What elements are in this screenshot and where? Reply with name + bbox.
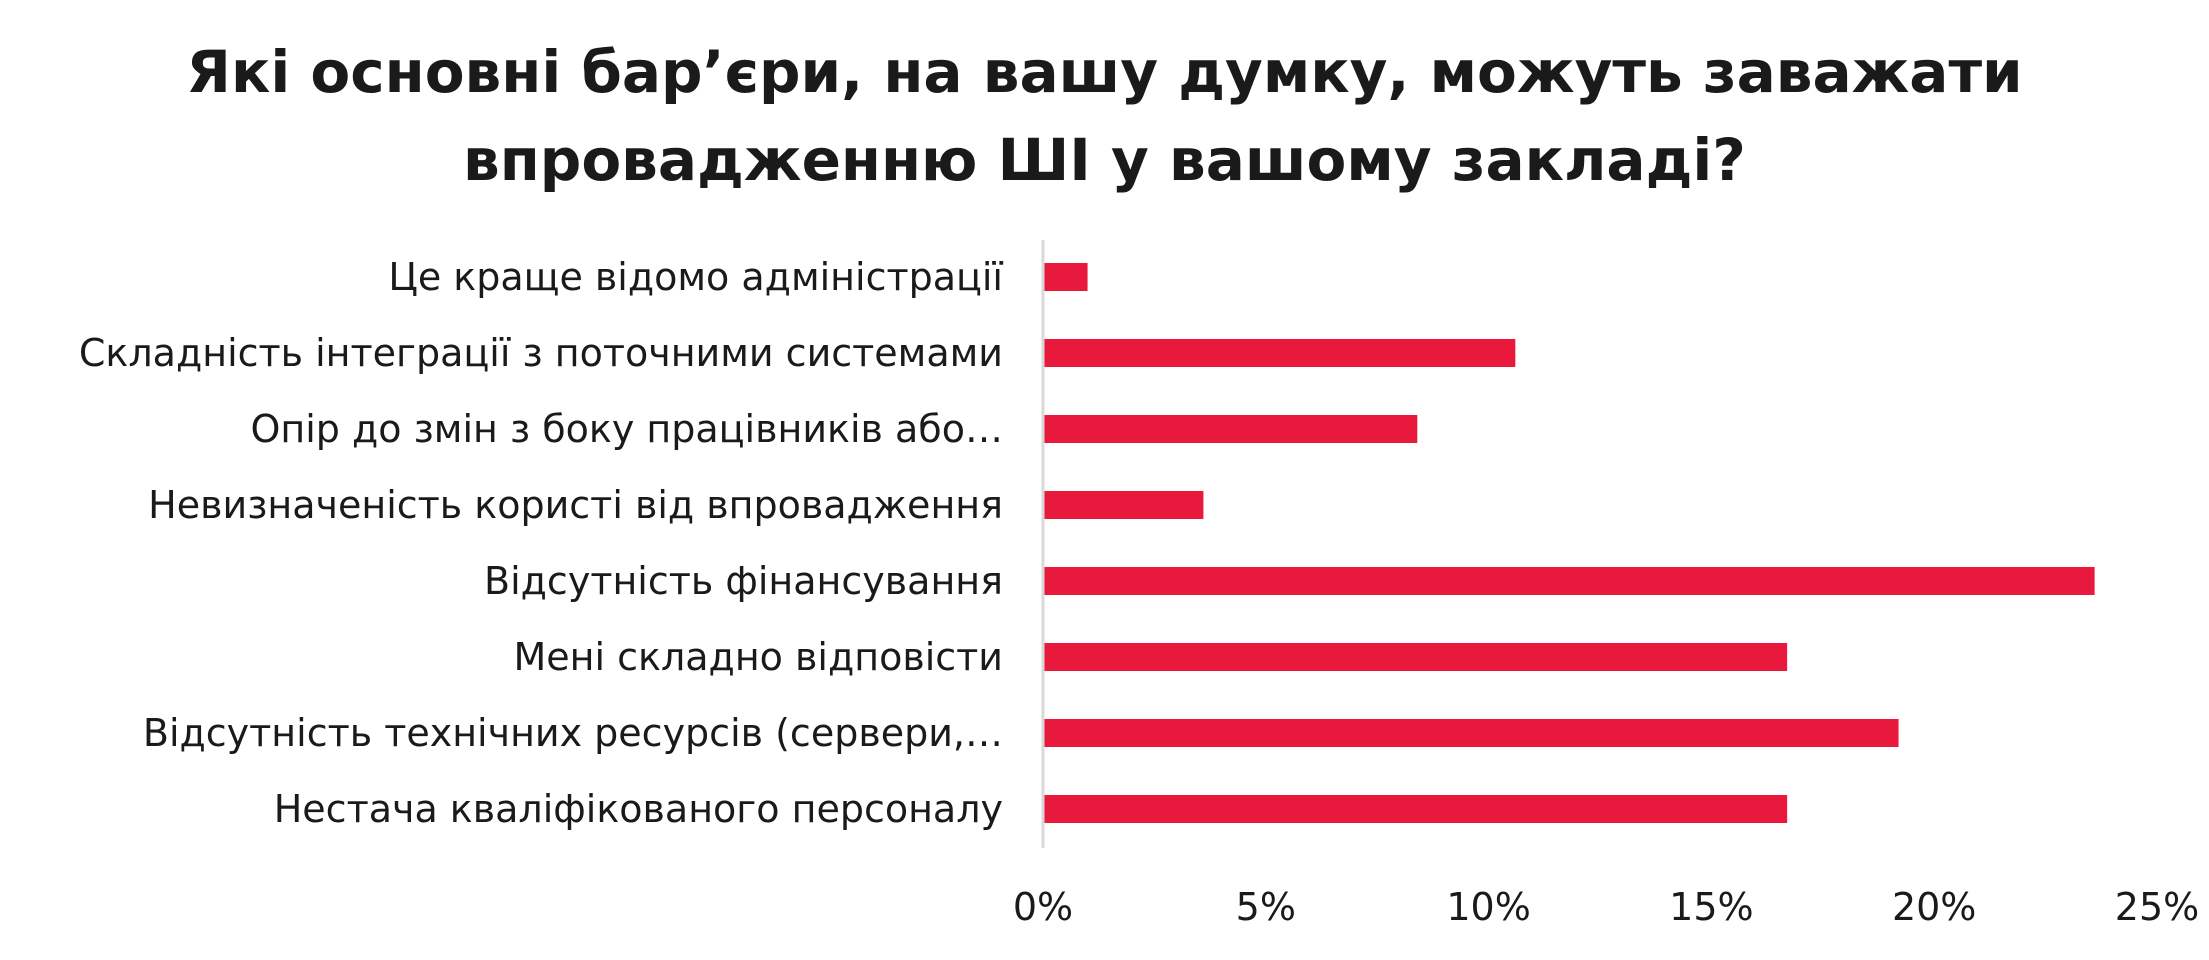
x-tick-label-3: 10%	[1446, 885, 1530, 929]
category-label-4: Невизначеність користі від впровадження	[148, 483, 1003, 527]
bars-group	[1043, 263, 2095, 823]
bar-8	[1043, 795, 1788, 823]
bar-1	[1043, 263, 1088, 291]
chart-title: Які основні бар’єри, на вашу думку, можу…	[186, 38, 2023, 194]
x-tick-label-6: 25%	[2115, 885, 2199, 929]
x-tick-labels: 0% 5% 10% 15% 20% 25%	[1013, 885, 2199, 929]
category-label-8: Нестача кваліфікованого персоналу	[274, 787, 1003, 831]
category-label-3: Опір до змін з боку працівників або…	[250, 407, 1003, 451]
bar-2	[1043, 339, 1516, 367]
category-labels: Це краще відомо адміністрації Складність …	[79, 255, 1004, 831]
category-label-2: Складність інтеграції з поточними систем…	[79, 331, 1003, 375]
x-tick-label-2: 5%	[1236, 885, 1296, 929]
x-tick-label-5: 20%	[1892, 885, 1976, 929]
x-tick-label-1: 0%	[1013, 885, 1073, 929]
category-label-7: Відсутність технічних ресурсів (сервери,…	[143, 711, 1003, 755]
category-label-5: Відсутність фінансування	[484, 559, 1003, 603]
bar-7	[1043, 719, 1899, 747]
bar-3	[1043, 415, 1418, 443]
bar-4	[1043, 491, 1204, 519]
bar-6	[1043, 643, 1788, 671]
x-tick-label-4: 15%	[1669, 885, 1753, 929]
category-label-6: Мені складно відповісти	[513, 635, 1003, 679]
category-label-1: Це краще відомо адміністрації	[388, 255, 1003, 299]
bar-5	[1043, 567, 2095, 595]
